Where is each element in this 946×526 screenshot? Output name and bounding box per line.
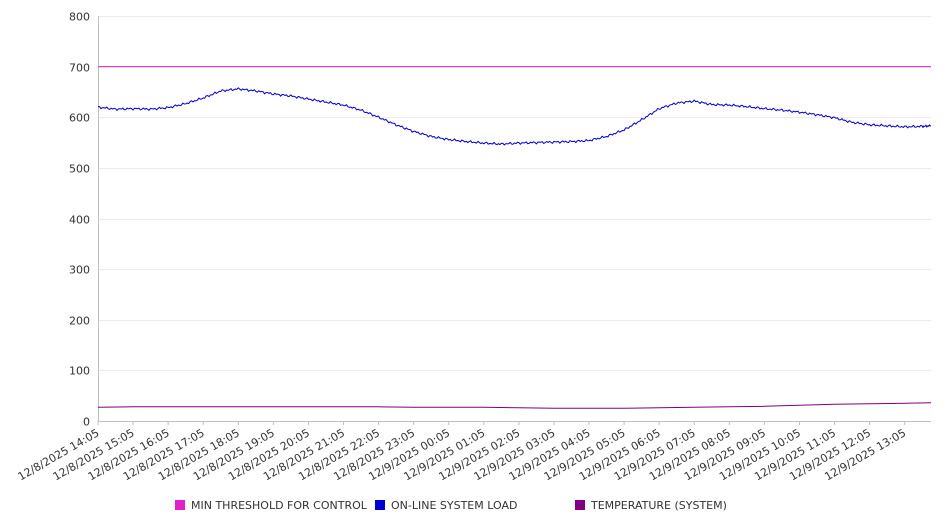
legend-item-min-threshold[interactable]: MIN THRESHOLD FOR CONTROL [175, 496, 367, 514]
y-tick-label-700: 700 [69, 62, 90, 75]
series-line-system-load [97, 87, 931, 146]
y-tick-label-100: 100 [69, 365, 90, 378]
legend-label-min-threshold: MIN THRESHOLD FOR CONTROL [191, 498, 367, 512]
y-tick-label-300: 300 [69, 264, 90, 277]
legend-item-temperature[interactable]: TEMPERATURE (SYSTEM) [575, 496, 727, 514]
legend-item-system-load[interactable]: ON-LINE SYSTEM LOAD [375, 496, 517, 514]
axis-layer [97, 16, 931, 425]
y-tick-label-200: 200 [69, 315, 90, 328]
legend-label-system-load: ON-LINE SYSTEM LOAD [391, 498, 518, 512]
y-tick-label-500: 500 [69, 163, 90, 176]
legend-label-temperature: TEMPERATURE (SYSTEM) [591, 498, 727, 512]
y-tick-label-800: 800 [69, 11, 90, 24]
series-line-temperature [97, 402, 932, 409]
y-tick-label-400: 400 [69, 214, 90, 227]
y-tick-label-0: 0 [83, 416, 90, 429]
grid-layer [98, 16, 931, 371]
legend-swatch-system-load [375, 500, 385, 510]
series-layer [97, 66, 932, 409]
chart-legend: MIN THRESHOLD FOR CONTROL ON-LINE SYSTEM… [0, 496, 946, 516]
legend-swatch-temperature [575, 500, 585, 510]
y-tick-label-600: 600 [69, 112, 90, 125]
legend-swatch-min-threshold [175, 500, 185, 510]
